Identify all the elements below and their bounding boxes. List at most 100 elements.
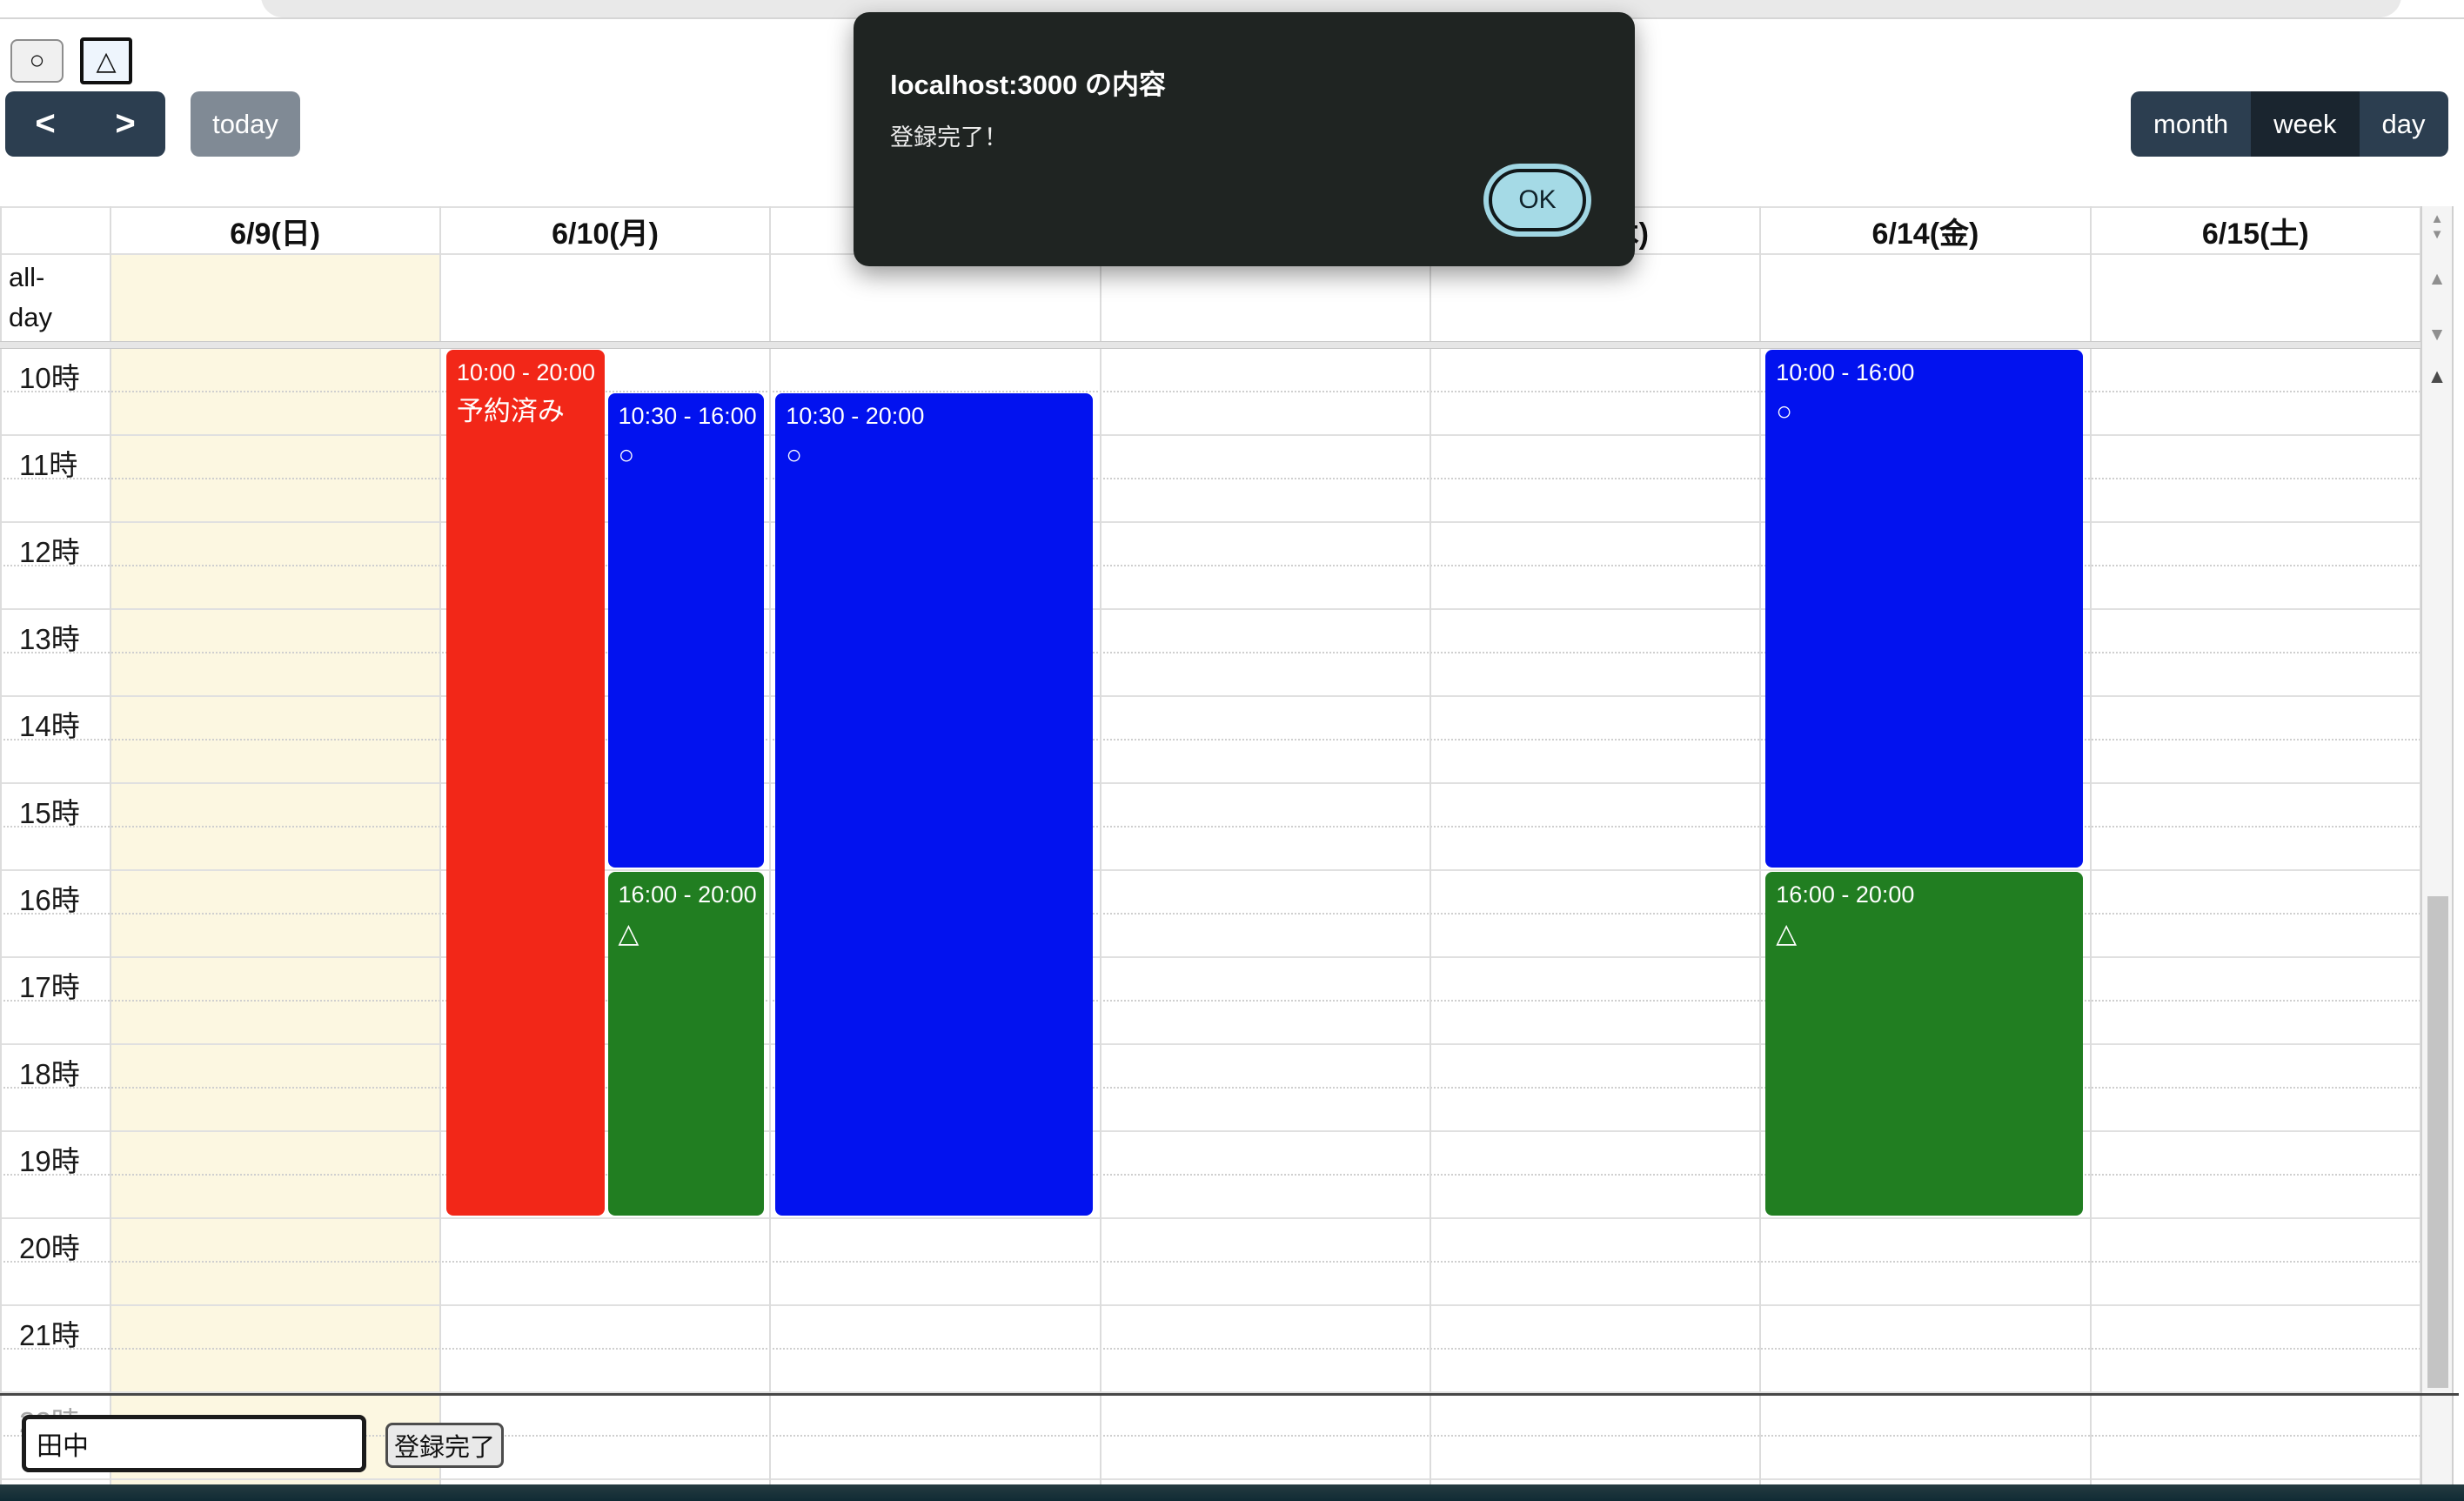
calendar-event[interactable]: 10:30 - 16:00 ○: [607, 393, 765, 868]
column-border: [769, 206, 772, 1484]
half-hour-line: [0, 1348, 2420, 1350]
alert-dialog: localhost:3000 の内容 登録完了！ OK: [854, 12, 1635, 266]
today-button[interactable]: today: [191, 91, 300, 157]
event-title: 予約済み: [456, 396, 565, 426]
event-title: ○: [1776, 396, 1793, 426]
hour-line: [0, 1130, 2420, 1132]
allday-cell-today[interactable]: [110, 254, 440, 341]
time-label: 20時: [19, 1232, 80, 1264]
column-border: [1099, 206, 1101, 1484]
column-border: [109, 206, 111, 1484]
time-label: 18時: [19, 1058, 80, 1090]
hour-line: [0, 1043, 2420, 1045]
grid-scroll-up-icon[interactable]: ▲: [2427, 365, 2447, 387]
circle-event-type-button[interactable]: ○: [10, 39, 64, 83]
half-hour-line: [0, 391, 2420, 392]
event-title: △: [1776, 918, 1798, 948]
chevron-left-icon: <: [35, 104, 56, 143]
hour-line: [0, 521, 2420, 523]
event-time: 10:30 - 20:00: [786, 403, 925, 429]
half-hour-line: [0, 478, 2420, 479]
half-hour-line: [0, 826, 2420, 828]
event-title: ○: [786, 439, 802, 470]
day-header: 6/10(月): [552, 217, 659, 251]
today-column-highlight: [110, 346, 440, 1484]
allday-label: all-day: [9, 262, 52, 332]
event-title: △: [618, 918, 639, 948]
scrollbar-rail[interactable]: ▲ ▼ ▲ ▼ ▲: [2420, 206, 2454, 1484]
week-view-button[interactable]: week: [2251, 91, 2360, 157]
calendar-event[interactable]: 16:00 - 20:00 △: [1765, 872, 2083, 1216]
day-view-button[interactable]: day: [2359, 91, 2448, 157]
event-time: 16:00 - 20:00: [618, 881, 757, 908]
view-switcher: month week day: [2131, 91, 2448, 157]
event-title: ○: [618, 439, 635, 470]
allday-scroll-down-icon[interactable]: ▼: [2427, 325, 2447, 345]
time-label: 21時: [19, 1319, 80, 1351]
scroller-bottom-border: [0, 1393, 2459, 1396]
time-label: 11時: [19, 449, 78, 481]
event-time: 16:00 - 20:00: [1776, 881, 1915, 908]
scrollbar-thumb[interactable]: [2427, 896, 2448, 1388]
calendar-event[interactable]: 10:00 - 16:00 ○: [1765, 350, 2083, 868]
calendar-event[interactable]: 16:00 - 20:00 △: [607, 872, 765, 1216]
prev-next-button-group: < >: [5, 91, 165, 157]
grid-left-border: [0, 206, 2, 1484]
event-time: 10:30 - 16:00: [618, 403, 757, 429]
dialog-message: 登録完了！: [890, 124, 1008, 151]
event-time: 10:00 - 20:00: [456, 359, 595, 385]
half-hour-line: [0, 1435, 2420, 1437]
hour-line: [0, 608, 2420, 610]
column-border: [2089, 206, 2092, 1484]
time-label: 14時: [19, 710, 80, 742]
allday-scroll-up-icon[interactable]: ▲: [2427, 269, 2447, 289]
hour-line: [0, 956, 2420, 958]
half-hour-line: [0, 1261, 2420, 1263]
register-complete-button[interactable]: 登録完了: [385, 1423, 504, 1468]
time-label: 10時: [19, 362, 80, 394]
dialog-title: localhost:3000 の内容: [890, 70, 1166, 100]
half-hour-line: [0, 652, 2420, 653]
day-header: 6/9(日): [230, 217, 321, 251]
event-time: 10:00 - 16:00: [1776, 359, 1915, 385]
hour-line: [0, 782, 2420, 784]
time-label: 12時: [19, 536, 80, 568]
hour-line: [0, 869, 2420, 871]
day-header: 6/14(金): [1871, 217, 1979, 251]
hour-line: [0, 695, 2420, 697]
time-label: 19時: [19, 1145, 80, 1177]
calendar-event[interactable]: 10:30 - 20:00 ○: [775, 393, 1093, 1216]
half-hour-line: [0, 1000, 2420, 1002]
next-button[interactable]: >: [85, 91, 165, 157]
dialog-ok-button[interactable]: OK: [1489, 169, 1586, 231]
hour-line: [0, 1217, 2420, 1219]
hour-line: [0, 1478, 2420, 1480]
browser-toolbar-edge: [261, 0, 2401, 17]
half-hour-line: [0, 1174, 2420, 1176]
month-view-button[interactable]: month: [2131, 91, 2252, 157]
column-border: [439, 206, 441, 1484]
column-border: [1759, 206, 1762, 1484]
header-scroll-up-icon[interactable]: ▲: [2430, 211, 2444, 226]
day-header: 6/15(土): [2201, 217, 2309, 251]
half-hour-line: [0, 913, 2420, 915]
taskbar-strip: [0, 1484, 2464, 1501]
half-hour-line: [0, 565, 2420, 566]
hour-line: [0, 1304, 2420, 1306]
chevron-right-icon: >: [115, 104, 136, 143]
time-label: 15時: [19, 797, 80, 829]
triangle-event-type-button[interactable]: △: [80, 37, 132, 84]
calendar-event[interactable]: 10:00 - 20:00 予約済み: [445, 350, 605, 1216]
prev-button[interactable]: <: [5, 91, 85, 157]
allday-divider: [0, 341, 2420, 349]
half-hour-line: [0, 739, 2420, 740]
half-hour-line: [0, 1087, 2420, 1089]
time-label: 17時: [19, 971, 80, 1003]
time-label: 13時: [19, 623, 80, 655]
hour-line: [0, 1391, 2420, 1393]
hour-line: [0, 434, 2420, 436]
name-input[interactable]: [22, 1415, 366, 1472]
header-scroll-down-icon[interactable]: ▼: [2430, 227, 2444, 242]
